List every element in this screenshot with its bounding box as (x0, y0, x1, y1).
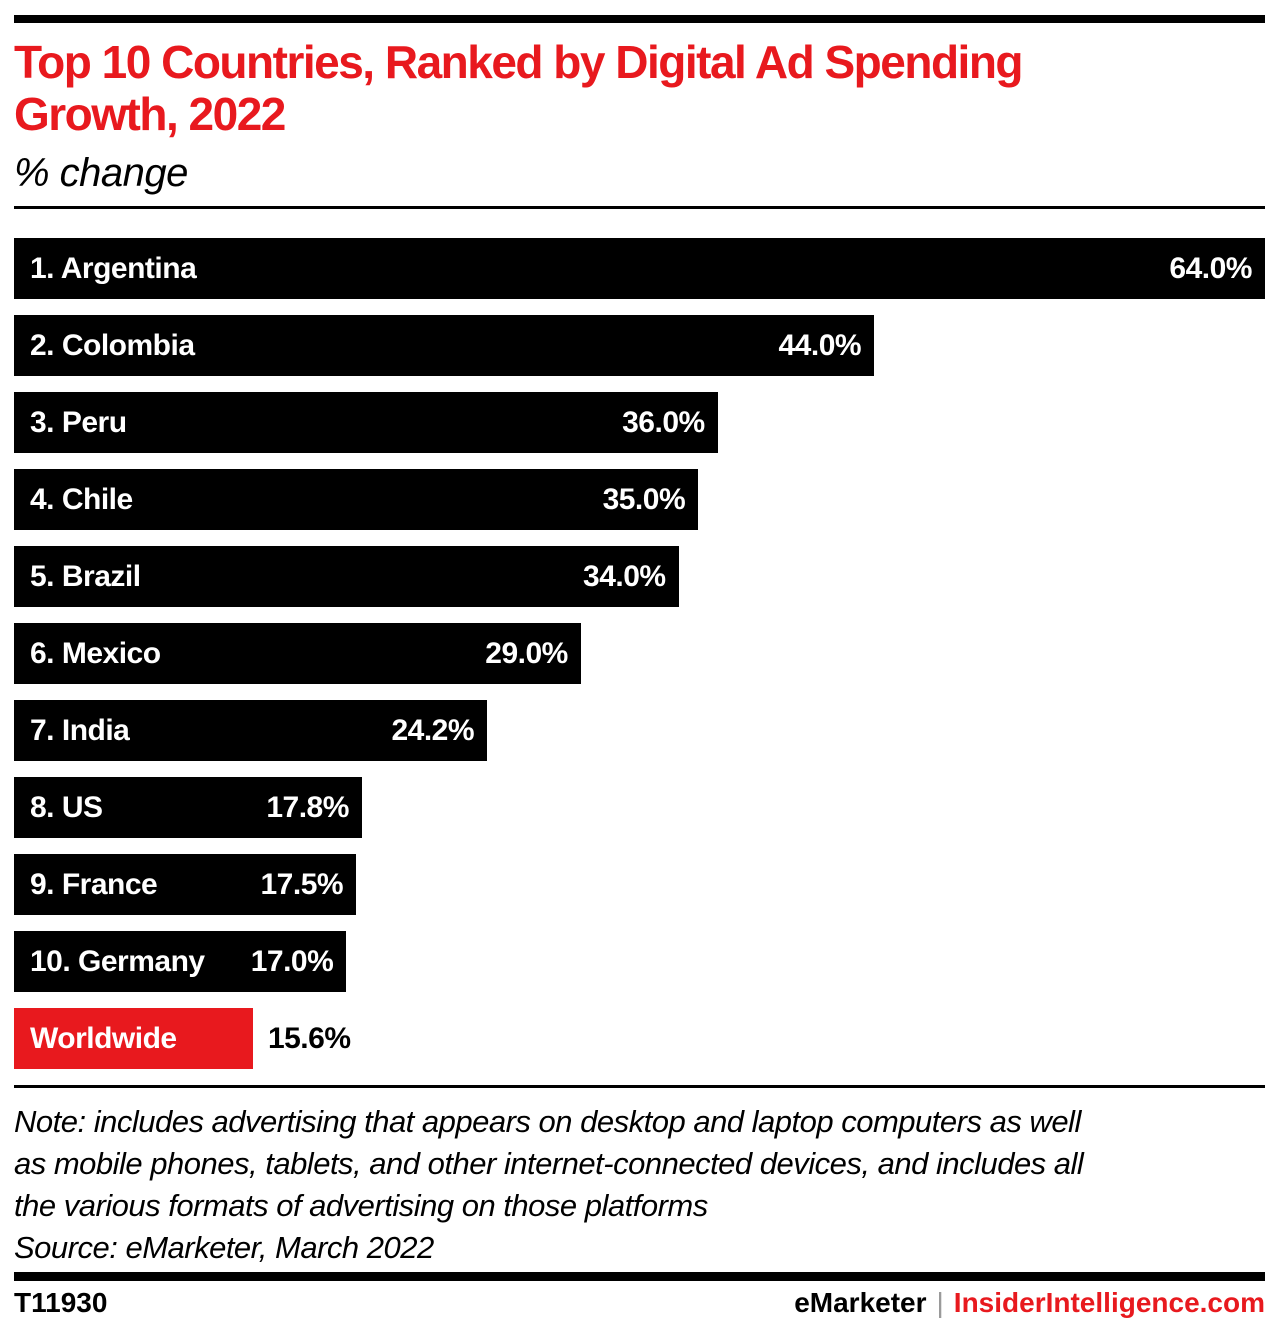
bar-value-label: 17.5% (260, 867, 344, 901)
bar-row: 6. Mexico 29.0% (14, 623, 1265, 684)
bar-row: 10. Germany 17.0% (14, 931, 1265, 992)
chart-title-line-2: Growth, 2022 (14, 88, 286, 140)
brand-separator: | (936, 1287, 944, 1318)
bottom-divider-bar (14, 1272, 1265, 1281)
header-rule (14, 206, 1265, 209)
bar-colombia: 2. Colombia 44.0% (14, 315, 875, 376)
bar-value-label: 29.0% (485, 636, 568, 670)
bar-chile: 4. Chile 35.0% (14, 469, 699, 530)
bar-row: 7. India 24.2% (14, 700, 1265, 761)
bar-value-label: 17.0% (250, 944, 334, 978)
brand-block: eMarketer | InsiderIntelligence.com (794, 1287, 1265, 1319)
chart-id: T11930 (14, 1287, 108, 1318)
bar-row: 1. Argentina 64.0% (14, 238, 1265, 299)
bar-category-label: 2. Colombia (30, 328, 195, 362)
bar-us: 8. US 17.8% (14, 777, 362, 838)
bar-row: 3. Peru 36.0% (14, 392, 1265, 453)
bar-argentina: 1. Argentina 64.0% (14, 238, 1265, 299)
source-line: Source: eMarketer, March 2022 (14, 1230, 434, 1265)
bar-chart: 1. Argentina 64.0% 2. Colombia 44.0% 3. … (14, 238, 1265, 1069)
bar-worldwide: Worldwide (14, 1008, 253, 1069)
bar-value-label: 17.8% (266, 790, 349, 824)
chart-note: Note: includes advertising that appears … (14, 1101, 1265, 1269)
bar-category-label: 5. Brazil (30, 559, 141, 593)
chart-title-line-1: Top 10 Countries, Ranked by Digital Ad S… (14, 36, 1024, 88)
bar-category-label: 1. Argentina (30, 251, 197, 285)
note-line: as mobile phones, tablets, and other int… (14, 1146, 1084, 1181)
bar-value-label: 24.2% (391, 713, 475, 747)
bar-germany: 10. Germany 17.0% (14, 931, 347, 992)
bar-india: 7. India 24.2% (14, 700, 488, 761)
bar-category-label: 10. Germany (30, 944, 205, 978)
bar-category-label: 4. Chile (30, 482, 133, 516)
brand-insiderintelligence-site: InsiderIntelligence.com (953, 1287, 1265, 1318)
bar-value-label: 34.0% (583, 559, 666, 593)
bar-value-label: 35.0% (602, 482, 686, 516)
bar-row: Worldwide 15.6% (14, 1008, 1265, 1069)
bar-value-label: 44.0% (778, 328, 862, 362)
bar-category-label: Worldwide (30, 1021, 177, 1055)
bar-mexico: 6. Mexico 29.0% (14, 623, 581, 684)
chart-subtitle: % change (14, 151, 188, 195)
bar-category-label: 8. US (30, 790, 103, 824)
chart-footer: T11930 eMarketer | InsiderIntelligence.c… (14, 1287, 1265, 1319)
bar-value-label: 36.0% (622, 405, 705, 439)
bar-value-label: 15.6% (267, 1021, 351, 1055)
note-line: Note: includes advertising that appears … (14, 1104, 1081, 1139)
bar-row: 9. France 17.5% (14, 854, 1265, 915)
bar-row: 5. Brazil 34.0% (14, 546, 1265, 607)
bar-row: 4. Chile 35.0% (14, 469, 1265, 530)
brand-emarketer: eMarketer (794, 1287, 927, 1318)
bar-category-label: 3. Peru (30, 405, 127, 439)
bar-row: 2. Colombia 44.0% (14, 315, 1265, 376)
note-rule (14, 1085, 1265, 1088)
bar-value-label: 64.0% (1169, 251, 1252, 285)
bar-france: 9. France 17.5% (14, 854, 357, 915)
bar-brazil: 5. Brazil 34.0% (14, 546, 679, 607)
chart-title: Top 10 Countries, Ranked by Digital Ad S… (14, 36, 1265, 140)
bar-peru: 3. Peru 36.0% (14, 392, 718, 453)
bar-category-label: 6. Mexico (30, 636, 161, 670)
note-line: the various formats of advertising on th… (14, 1188, 708, 1223)
top-divider-bar (14, 15, 1265, 23)
bar-category-label: 9. France (30, 867, 158, 901)
bar-row: 8. US 17.8% (14, 777, 1265, 838)
bar-category-label: 7. India (30, 713, 130, 747)
